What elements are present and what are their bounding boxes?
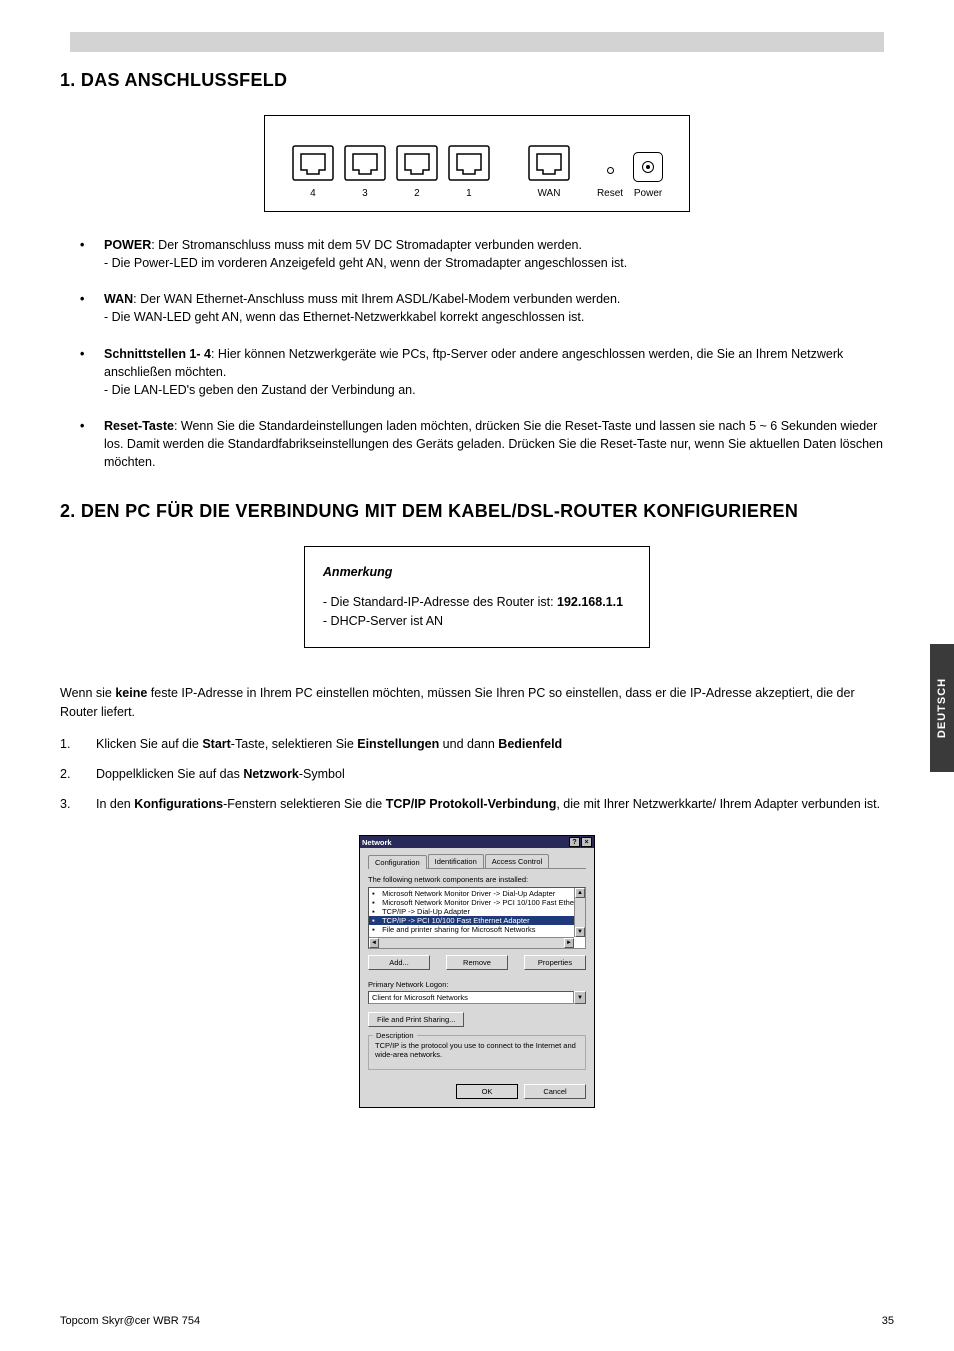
description-group: Description TCP/IP is the protocol you u… <box>368 1035 586 1070</box>
wan-label: WAN <box>537 188 560 199</box>
close-button[interactable]: × <box>581 837 592 847</box>
section2-heading: 2. DEN PC FÜR DIE VERBINDUNG MIT DEM KAB… <box>60 501 894 522</box>
note-wrap: Anmerkung - Die Standard-IP-Adresse des … <box>60 546 894 648</box>
list-label: The following network components are ins… <box>368 875 586 884</box>
language-tab-label: DEUTSCH <box>936 678 948 738</box>
lan-port-label: 3 <box>362 188 368 199</box>
dialog-tab[interactable]: Identification <box>428 854 484 868</box>
lan-port: 2 <box>395 144 439 199</box>
help-button[interactable]: ? <box>569 837 580 847</box>
list-item[interactable]: ▪ Microsoft Network Monitor Driver -> Di… <box>369 889 585 898</box>
bullet-item: •Schnittstellen 1- 4: Hier können Netzwe… <box>80 345 894 399</box>
intro-paragraph: Wenn sie keine feste IP-Adresse in Ihrem… <box>60 684 894 720</box>
scroll-down-icon[interactable]: ▼ <box>575 927 585 937</box>
logon-value: Client for Microsoft Networks <box>368 991 574 1004</box>
logon-dropdown[interactable]: Client for Microsoft Networks ▼ <box>368 991 586 1004</box>
dialog-screenshot-wrap: Network ? × ConfigurationIdentificationA… <box>60 835 894 1108</box>
ok-button[interactable]: OK <box>456 1084 518 1099</box>
dropdown-arrow-icon[interactable]: ▼ <box>574 991 586 1004</box>
remove-button[interactable]: Remove <box>446 955 508 970</box>
list-item[interactable]: ▪ File and printer sharing for Microsoft… <box>369 925 585 934</box>
page-footer: Topcom Skyr@cer WBR 754 35 <box>60 1315 894 1327</box>
list-item[interactable]: ▪ TCP/IP -> PCI 10/100 Fast Ethernet Ada… <box>369 916 585 925</box>
note-title: Anmerkung <box>323 563 623 582</box>
scroll-left-icon[interactable]: ◄ <box>369 938 379 948</box>
logon-label: Primary Network Logon: <box>368 980 586 989</box>
dialog-title: Network <box>362 838 392 847</box>
wan-port: WAN <box>527 144 571 199</box>
bullet-item: •Reset-Taste: Wenn Sie die Standardeinst… <box>80 417 894 471</box>
header-bar <box>70 32 884 52</box>
power-label: Power <box>634 188 662 199</box>
network-dialog: Network ? × ConfigurationIdentificationA… <box>359 835 595 1108</box>
lan-port-label: 4 <box>310 188 316 199</box>
para-pre: Wenn sie <box>60 686 115 700</box>
connector-diagram: 4 3 2 1 WAN Reset Power <box>264 115 690 212</box>
list-item[interactable]: ▪ TCP/IP -> Dial-Up Adapter <box>369 907 585 916</box>
note-line1-pre: - Die Standard-IP-Adresse des Router ist… <box>323 595 557 609</box>
step-item: 1.Klicken Sie auf die Start-Taste, selek… <box>60 735 894 753</box>
properties-button[interactable]: Properties <box>524 955 586 970</box>
lan-port-label: 1 <box>466 188 472 199</box>
reset-label: Reset <box>597 188 623 199</box>
language-tab: DEUTSCH <box>930 644 954 772</box>
scrollbar-vertical[interactable]: ▲ ▼ <box>574 888 585 937</box>
lan-port: 1 <box>447 144 491 199</box>
step-item: 3.In den Konfigurations-Fenstern selekti… <box>60 795 894 813</box>
dialog-tabs: ConfigurationIdentificationAccess Contro… <box>368 854 586 869</box>
scroll-up-icon[interactable]: ▲ <box>575 888 585 898</box>
step-item: 2.Doppelklicken Sie auf das Netzwork-Sym… <box>60 765 894 783</box>
footer-left: Topcom Skyr@cer WBR 754 <box>60 1315 200 1327</box>
bullet-item: •POWER: Der Stromanschluss muss mit dem … <box>80 236 894 272</box>
footer-right: 35 <box>882 1315 894 1327</box>
reset-button-diagram: Reset <box>597 167 623 199</box>
components-listbox[interactable]: ▪ Microsoft Network Monitor Driver -> Di… <box>368 887 586 949</box>
bullet-item: •WAN: Der WAN Ethernet-Anschluss muss mi… <box>80 290 894 326</box>
note-line2: - DHCP-Server ist AN <box>323 612 623 631</box>
cancel-button[interactable]: Cancel <box>524 1084 586 1099</box>
lan-port-label: 2 <box>414 188 420 199</box>
dialog-tab[interactable]: Access Control <box>485 854 549 868</box>
note-box: Anmerkung - Die Standard-IP-Adresse des … <box>304 546 650 648</box>
note-line1: - Die Standard-IP-Adresse des Router ist… <box>323 593 623 612</box>
section1-bullets: •POWER: Der Stromanschluss muss mit dem … <box>80 236 894 471</box>
dialog-tab[interactable]: Configuration <box>368 855 427 869</box>
page-content: 1. DAS ANSCHLUSSFELD 4 3 2 1 WAN Reset <box>60 70 894 1108</box>
lan-port: 3 <box>343 144 387 199</box>
dialog-titlebar: Network ? × <box>360 836 594 848</box>
section1-heading: 1. DAS ANSCHLUSSFELD <box>60 70 894 91</box>
description-text: TCP/IP is the protocol you use to connec… <box>375 1041 579 1059</box>
note-ip: 192.168.1.1 <box>557 595 623 609</box>
para-bold: keine <box>115 686 147 700</box>
steps-list: 1.Klicken Sie auf die Start-Taste, selek… <box>60 735 894 813</box>
list-item[interactable]: ▪ Microsoft Network Monitor Driver -> PC… <box>369 898 585 907</box>
file-sharing-button[interactable]: File and Print Sharing... <box>368 1012 464 1027</box>
para-post: feste IP-Adresse in Ihrem PC einstellen … <box>60 686 855 718</box>
lan-port: 4 <box>291 144 335 199</box>
power-jack-diagram: Power <box>633 152 663 199</box>
connector-diagram-wrap: 4 3 2 1 WAN Reset Power <box>60 115 894 212</box>
scrollbar-horizontal[interactable]: ◄ ► <box>369 937 574 948</box>
description-legend: Description <box>373 1031 417 1040</box>
add-button[interactable]: Add... <box>368 955 430 970</box>
scroll-right-icon[interactable]: ► <box>564 938 574 948</box>
